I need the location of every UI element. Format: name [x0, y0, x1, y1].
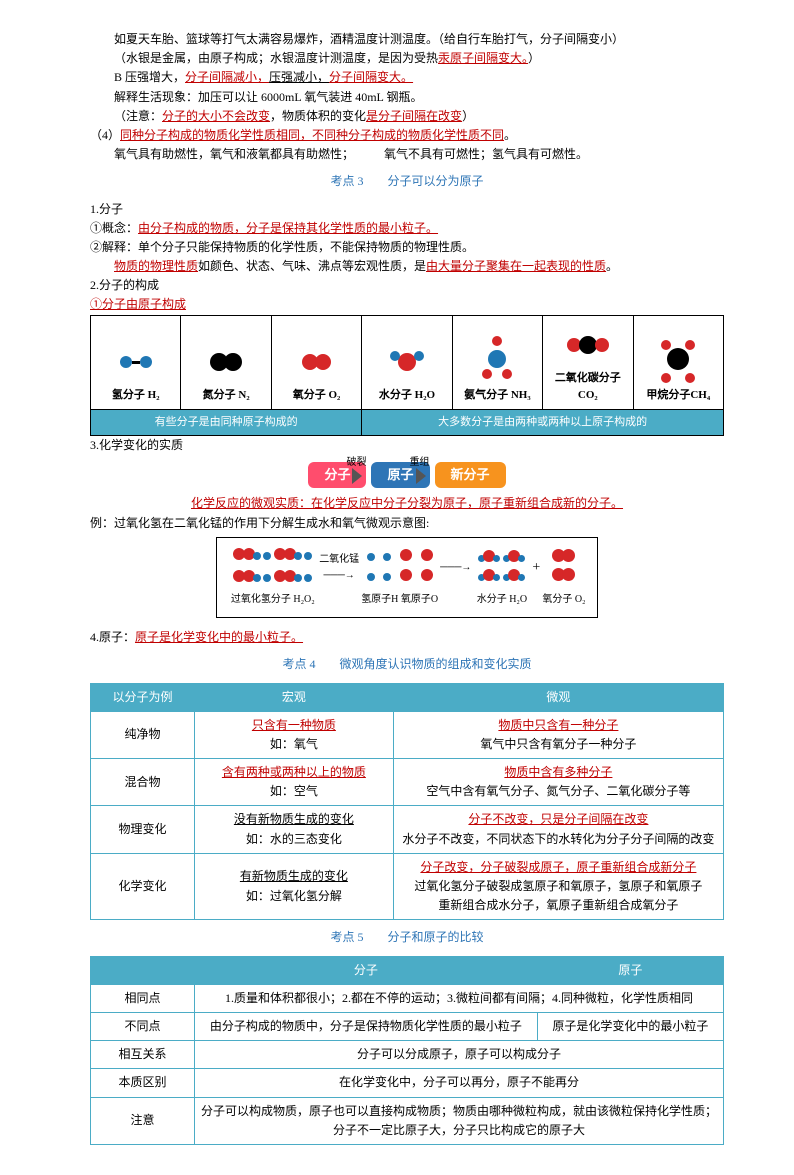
kp3-essence: 化学反应的微观实质：在化学反应中分子分裂为原子，原子重新组合成新的分子。: [90, 494, 724, 513]
kp5-table: 分子原子 相同点1.质量和体积都很小；2.都在不停的运动；3.微粒间都有间隔；4…: [90, 956, 724, 1145]
kp3-s1: 1.分子: [90, 200, 724, 219]
co2-icon: [545, 320, 630, 370]
intro-line5: （注意：分子的大小不会改变，物质体积的变化是分子间隔在改变）: [114, 107, 724, 126]
kp3-s4: 4.原子：原子是化学变化中的最小粒子。: [90, 628, 724, 647]
kp3-s3: 3.化学变化的实质: [90, 436, 724, 455]
kp4-title: 考点 4 微观角度认识物质的组成和变化实质: [90, 655, 724, 674]
h2o-icon: [364, 337, 449, 387]
kp3-example: 例：过氧化氢在二氧化锰的作用下分解生成水和氧气微观示意图:: [90, 514, 724, 533]
intro-line1: 如夏天车胎、篮球等打气太满容易爆炸，酒精温度计测温度。（给自行车胎打气，分子间隔…: [114, 30, 724, 49]
intro-line7: 氧气具有助燃性，氧气和液氧都具有助燃性； 氧气不具有可燃性；氢气具有可燃性。: [114, 145, 724, 164]
kp3-p1: ①概念：由分子构成的物质，分子是保持其化学性质的最小粒子。: [90, 219, 724, 238]
kp3-p3: 物质的物理性质如颜色、状态、气味、沸点等宏观性质，是由大量分子聚集在一起表现的性…: [114, 257, 724, 276]
ch4-icon: [636, 337, 721, 387]
molecules-table: 氢分子 H₂ 氮分子 N₂ 氧分子 O₂ 水分子 H₂O 氨气分子 NH₃ 二氧…: [90, 315, 724, 437]
intro-line4: 解释生活现象：加压可以让 6000mL 氧气装进 40mL 钢瓶。: [114, 88, 724, 107]
intro-line3: B 压强增大，分子间隔减小，压强减小，分子间隔变大。: [114, 68, 724, 87]
intro-line6: （4）同种分子构成的物质化学性质相同，不同种分子构成的物质化学性质不同。: [90, 126, 724, 145]
reaction-badges: 分子破裂 原子重组 新分子: [90, 462, 724, 489]
reaction-diagram: 二氧化锰───→ ───→ + 过氧化氢分子 H₂O₂氢原子H 氧原子O水分子 …: [216, 537, 597, 618]
kp3-s2: 2.分子的构成: [90, 276, 724, 295]
kp4-table: 以分子为例宏观微观 纯净物只含有一种物质如：氧气物质中只含有一种分子氧气中只含有…: [90, 683, 724, 921]
kp5-title: 考点 5 分子和原子的比较: [90, 928, 724, 947]
o2-icon: [274, 337, 359, 387]
nh3-icon: [455, 337, 540, 387]
n2-icon: [183, 337, 268, 387]
h2-icon: [93, 337, 178, 387]
kp3-p2: ②解释：单个分子只能保持物质的化学性质，不能保持物质的物理性质。: [90, 238, 724, 257]
intro-line2: （水银是金属，由原子构成；水银温度计测温度，是因为受热汞原子间隔变大。）: [114, 49, 724, 68]
kp3-p4: ①分子由原子构成: [90, 295, 724, 314]
kp3-title: 考点 3 分子可以分为原子: [90, 172, 724, 191]
